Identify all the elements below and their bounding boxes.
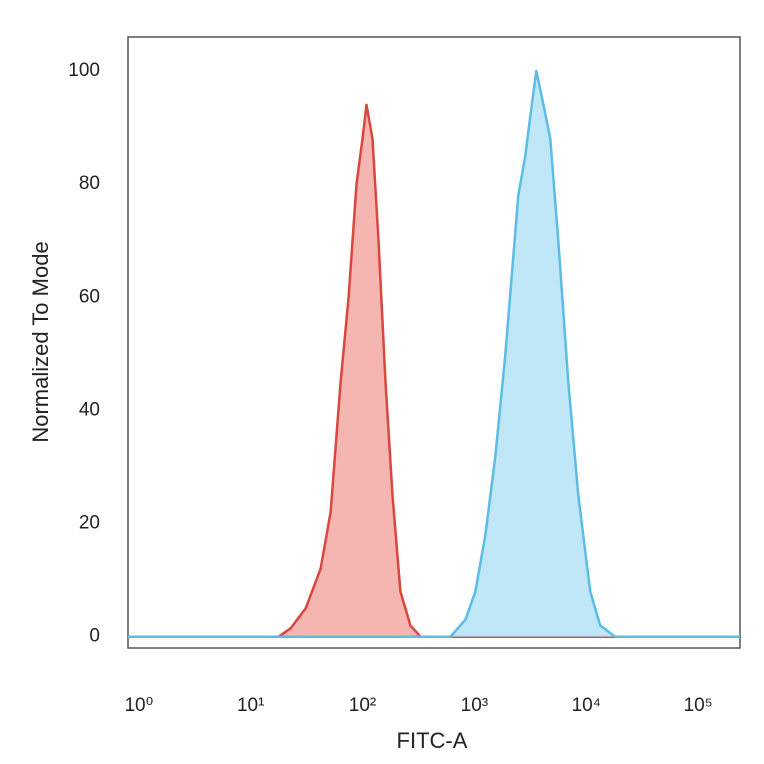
histogram-line <box>128 69 740 638</box>
x-tick-label: 10³ <box>461 695 488 716</box>
histogram-area <box>128 70 740 637</box>
x-tick-label: 10⁰ <box>124 695 153 716</box>
x-tick-label: 10¹ <box>237 695 264 716</box>
y-tick-label: 20 <box>79 513 100 534</box>
histogram-area <box>128 104 620 637</box>
plot-frame <box>127 36 741 649</box>
y-tick-label: 60 <box>79 286 100 307</box>
y-tick-label: 100 <box>68 60 100 81</box>
x-axis-title: FITC-A <box>397 728 468 753</box>
y-tick-label: 80 <box>79 173 100 194</box>
x-tick-label: 10² <box>349 695 376 716</box>
y-axis-title: Normalized To Mode <box>28 241 53 442</box>
x-tick-label: 10⁵ <box>684 695 713 716</box>
y-tick-label: 0 <box>89 626 100 647</box>
x-tick-label: 10⁴ <box>572 695 601 716</box>
histogram-line <box>128 103 620 638</box>
y-tick-label: 40 <box>79 399 100 420</box>
